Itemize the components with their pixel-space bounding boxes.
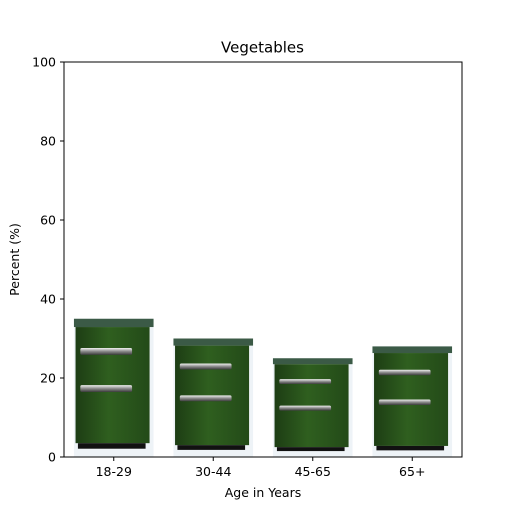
cabinet-lid	[372, 346, 453, 354]
drawer-handle	[80, 385, 133, 393]
y-axis: 0 20 40 60 80 100	[32, 55, 64, 465]
y-tick-label: 0	[48, 450, 56, 465]
x-tick-label: 65+	[399, 464, 425, 479]
chart-title: Vegetables	[221, 39, 304, 57]
y-tick-label: 60	[40, 213, 56, 228]
y-tick-label: 40	[40, 292, 56, 307]
drawer-handle	[279, 405, 332, 411]
y-axis-label: Percent (%)	[7, 223, 22, 296]
x-tick-label: 30-44	[195, 464, 231, 479]
drawer-handle	[179, 363, 232, 370]
bar-18-29	[73, 318, 154, 457]
cabinet-base	[276, 447, 345, 452]
plot-area-frame	[63, 61, 463, 458]
y-tick-label: 20	[40, 371, 56, 386]
drawer-handle	[378, 369, 431, 376]
x-tick-label: 45-65	[295, 464, 331, 479]
cabinet-base	[376, 445, 445, 451]
bars-layer	[73, 318, 453, 457]
cabinet-base	[177, 445, 246, 450]
x-axis-label: Age in Years	[225, 485, 302, 500]
y-tick-label: 80	[40, 134, 56, 149]
x-axis: 18-29 30-44 45-65 65+	[96, 457, 425, 479]
cabinet-lid	[73, 318, 154, 328]
cabinet-lid	[173, 338, 254, 346]
bar-65+	[372, 346, 453, 457]
bar-30-44	[173, 338, 254, 457]
bar-45-65	[272, 358, 353, 457]
x-tick-label: 18-29	[96, 464, 132, 479]
drawer-handle	[80, 347, 133, 355]
drawer-handle	[279, 379, 332, 385]
drawer-handle	[378, 399, 431, 406]
cabinet-base	[77, 443, 146, 449]
y-tick-label: 100	[32, 55, 56, 70]
drawer-handle	[179, 395, 232, 402]
cabinet-lid	[272, 358, 353, 365]
